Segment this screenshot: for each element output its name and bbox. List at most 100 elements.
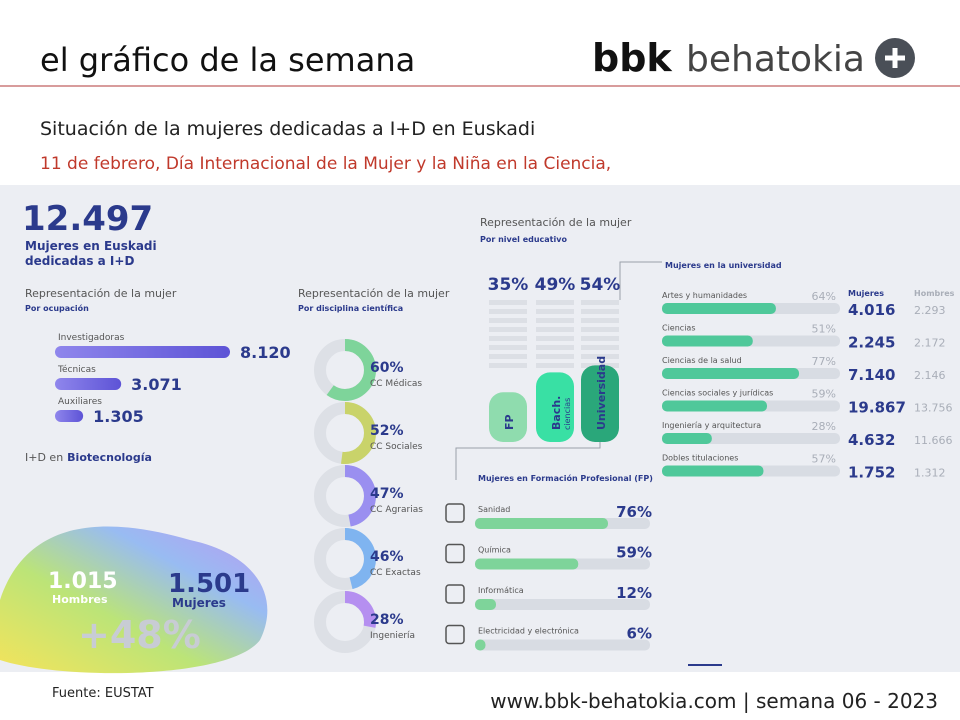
tube-fill	[581, 365, 619, 442]
tube-stripe	[489, 354, 527, 359]
tube-stripe	[536, 336, 574, 341]
men-value: 1.312	[914, 467, 946, 480]
section-subtitle: Por disciplina científica	[298, 304, 403, 313]
row-label: Informática	[478, 586, 524, 595]
tube-fill	[536, 372, 574, 442]
bar-value: 12%	[616, 584, 652, 602]
row-label: Ciencias sociales y jurídicas	[662, 389, 773, 398]
bar	[475, 599, 496, 610]
title-bold: Biotecnología	[67, 451, 152, 464]
source: Fuente: EUSTAT	[52, 686, 154, 701]
total-label: Mujeres en Euskadi	[25, 239, 157, 253]
bar-label: Auxiliares	[58, 397, 102, 407]
donut-value: 60%	[370, 360, 404, 376]
section-subtitle: Por ocupación	[25, 303, 89, 313]
donut-value: 46%	[370, 549, 404, 565]
bar-value: 28%	[812, 420, 836, 433]
bar-value: 57%	[812, 453, 836, 466]
bar	[662, 400, 768, 412]
women-value: 19.867	[848, 399, 906, 417]
men-label: Hombres	[52, 593, 108, 606]
bar	[662, 335, 753, 347]
bar-value: 59%	[812, 388, 836, 401]
tube-stripe	[581, 345, 619, 350]
women-value: 4.016	[848, 301, 895, 319]
bar	[475, 639, 486, 651]
icon	[445, 503, 465, 523]
donut-arc	[314, 465, 376, 527]
donut-arc	[314, 402, 376, 464]
donut-value: 47%	[370, 486, 404, 502]
bar	[662, 368, 800, 379]
edu-label: Bach.	[550, 396, 563, 430]
donut-arc	[314, 528, 376, 590]
bar-value: 8.120	[240, 343, 291, 362]
edu-detail: ciencias	[563, 398, 572, 430]
tube-stripe	[536, 363, 574, 368]
bar	[55, 410, 84, 422]
tube-stripe	[489, 300, 527, 305]
row-label: Dobles titulaciones	[662, 454, 738, 463]
donut-label: CC Sociales	[370, 442, 423, 452]
tube-stripe	[536, 300, 574, 305]
donut-arc	[314, 339, 376, 401]
logo-plus	[885, 48, 905, 68]
total-number: 12.497	[22, 199, 153, 239]
bar	[475, 558, 579, 570]
section-title: Representación de la mujer	[298, 287, 450, 300]
row-label: Artes y humanidades	[662, 291, 747, 300]
tube-stripe	[536, 327, 574, 332]
donut-value: 28%	[370, 612, 404, 628]
note: 11 de febrero, Día Internacional de la M…	[40, 154, 611, 174]
men-number: 1.015	[48, 569, 118, 594]
row-label: Ingeniería y arquitectura	[662, 421, 761, 430]
section-title: Representación de la mujer	[25, 287, 177, 300]
men-value: 13.756	[914, 402, 953, 415]
header-title: el gráfico de la semana	[40, 41, 415, 79]
tube-stripe	[581, 354, 619, 359]
bar-value: 76%	[616, 503, 652, 521]
section-title: Representación de la mujer	[480, 216, 632, 229]
connector	[455, 442, 601, 480]
icon	[445, 584, 465, 604]
men-value: 2.146	[914, 369, 946, 382]
growth: +48%	[78, 613, 201, 657]
bar	[662, 303, 776, 314]
section-title: I+D en Biotecnología	[25, 451, 152, 464]
tube-stripe	[489, 309, 527, 314]
tube-stripe	[581, 309, 619, 314]
bar-value: 59%	[616, 544, 652, 562]
section-title: Mujeres en la universidad	[665, 261, 782, 270]
subtitle: Situación de la mujeres dedicadas a I+D …	[40, 118, 535, 140]
bar-value: 77%	[812, 355, 836, 368]
bar	[475, 518, 608, 529]
row-label: Electricidad y electrónica	[478, 626, 579, 636]
women-value: 4.632	[848, 431, 895, 449]
icon	[445, 543, 465, 564]
section-subtitle: Por nivel educativo	[480, 235, 567, 244]
brand-bold: bbk	[592, 36, 672, 80]
col-header: Hombres	[914, 289, 955, 298]
title-prefix: I+D en	[25, 451, 63, 464]
bar-label: Técnicas	[57, 364, 96, 375]
tube-stripe	[581, 327, 619, 332]
bar-label: Investigadoras	[58, 333, 125, 343]
col-header: Mujeres	[848, 289, 884, 298]
tube-stripe	[581, 300, 619, 305]
donut-label: CC Médicas	[370, 378, 422, 389]
tube-stripe	[489, 363, 527, 368]
donut-arc	[314, 591, 376, 653]
donut-label: Ingeniería	[370, 631, 415, 641]
men-value: 2.172	[914, 337, 946, 350]
bar	[55, 346, 230, 358]
section-title: Mujeres en Formación Profesional (FP)	[478, 473, 653, 483]
tube-stripe	[581, 318, 619, 323]
tube-stripe	[536, 318, 574, 323]
bar-value: 3.071	[131, 375, 182, 394]
tube-stripe	[536, 345, 574, 350]
men-value: 2.293	[914, 304, 946, 317]
men-value: 11.666	[914, 434, 953, 447]
women-value: 2.245	[848, 334, 895, 352]
donut-label: CC Exactas	[370, 568, 421, 578]
